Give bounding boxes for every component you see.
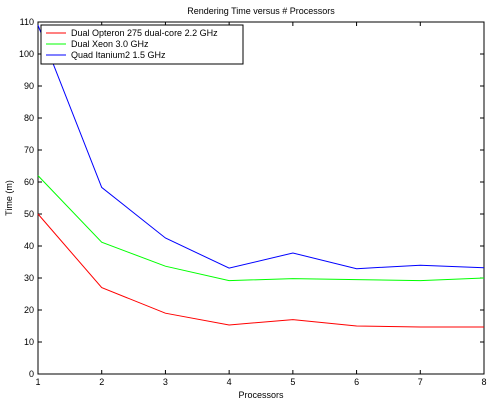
x-tick-label: 3 [163,377,168,387]
y-tick-label: 20 [24,305,34,315]
y-tick-label: 110 [20,17,34,27]
y-tick-label: 0 [29,369,34,379]
y-tick-label: 30 [24,273,34,283]
x-tick-label: 8 [481,377,486,387]
y-tick-label: 10 [24,337,34,347]
x-tick-label: 2 [99,377,104,387]
x-axis-label: Processors [238,390,284,400]
x-tick-label: 5 [290,377,295,387]
plot-area [37,21,485,375]
y-tick-label: 50 [24,209,34,219]
y-tick-label: 40 [24,241,34,251]
y-tick-label: 80 [24,113,34,123]
y-axis-label: Time (m) [4,180,14,216]
series-line-1 [37,213,484,328]
y-tick-label: 100 [19,49,34,59]
x-tick-label: 4 [227,377,232,387]
series-line-3 [37,25,485,270]
legend-box [40,24,244,65]
chart-title: Rendering Time versus # Processors [187,6,335,16]
x-tick-label: 1 [35,377,40,387]
legend-entry-label: Dual Xeon 3.0 GHz [71,39,149,49]
legend-entry-label: Dual Opteron 275 dual-core 2.2 GHz [71,28,218,38]
y-tick-label: 60 [24,177,34,187]
legend-entry-label: Quad Itanium2 1.5 GHz [71,50,166,60]
series-lines [37,25,485,328]
y-tick-label: 90 [24,81,34,91]
x-tick-label: 6 [354,377,359,387]
y-tick-label: 70 [24,145,34,155]
series-line-2 [37,175,485,282]
x-tick-label: 7 [418,377,423,387]
